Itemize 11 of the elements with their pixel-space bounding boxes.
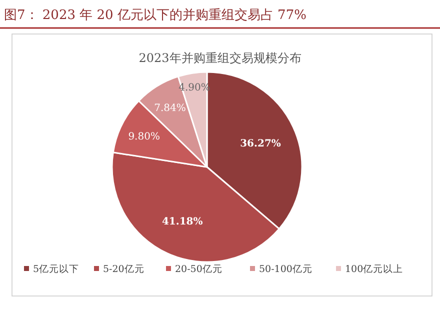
data-label: 41.18% — [162, 216, 204, 228]
legend-label: 20-50亿元 — [175, 264, 222, 275]
legend-label: 50-100亿元 — [259, 264, 312, 275]
chart-title: 图7： 2023 年 20 亿元以下的并购重组交易占 77% — [4, 7, 306, 23]
legend-label: 100亿元以上 — [345, 263, 404, 275]
legend-label: 5-20亿元 — [103, 264, 144, 275]
data-label: 9.80% — [128, 132, 160, 143]
legend-label: 5亿元以下 — [33, 263, 80, 275]
data-label: 36.27% — [240, 138, 282, 150]
chart-subtitle: 2023年并购重组交易规模分布 — [138, 51, 302, 65]
data-label: 7.84% — [154, 103, 186, 114]
